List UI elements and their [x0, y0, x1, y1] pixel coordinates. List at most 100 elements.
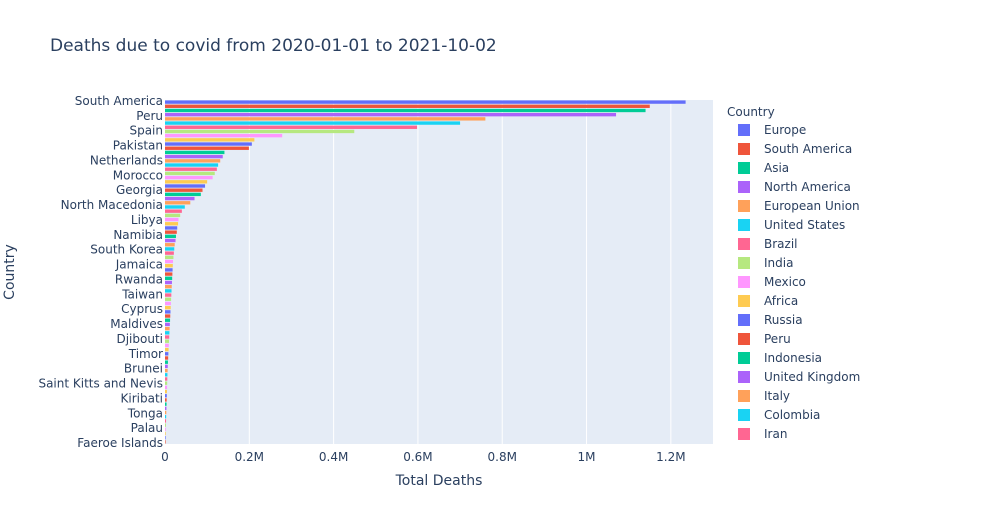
bar: [165, 138, 255, 142]
legend-label[interactable]: Indonesia: [764, 351, 822, 365]
legend-swatch[interactable]: [738, 276, 750, 288]
legend-label[interactable]: Italy: [764, 389, 790, 403]
bar: [165, 255, 174, 259]
bar: [165, 419, 167, 423]
legend-label[interactable]: Russia: [764, 313, 803, 327]
bar: [165, 108, 646, 113]
legend-label[interactable]: South America: [764, 142, 852, 156]
legend-swatch[interactable]: [738, 219, 750, 231]
legend-label[interactable]: North America: [764, 180, 851, 194]
y-tick-label: Netherlands: [90, 153, 163, 167]
bar: [165, 423, 166, 427]
bar: [165, 125, 418, 129]
y-tick-label: Libya: [131, 213, 163, 227]
legend-swatch[interactable]: [738, 124, 750, 136]
bar: [165, 289, 172, 293]
bar: [165, 436, 166, 440]
y-tick-label: Cyprus: [121, 302, 163, 316]
bar: [165, 238, 176, 243]
legend-label[interactable]: Mexico: [764, 275, 806, 289]
bar: [165, 159, 221, 163]
legend-label[interactable]: Colombia: [764, 408, 820, 422]
bar: [165, 205, 185, 209]
legend-swatch[interactable]: [738, 390, 750, 402]
legend-swatch[interactable]: [738, 428, 750, 440]
legend-swatch[interactable]: [738, 162, 750, 174]
bar: [165, 377, 168, 381]
bar: [165, 389, 167, 394]
bar: [165, 343, 169, 348]
bar: [165, 318, 171, 322]
x-tick-label: 1.2M: [656, 450, 685, 464]
y-tick-label: Rwanda: [115, 272, 163, 286]
legend-swatch[interactable]: [738, 238, 750, 250]
bar: [165, 247, 175, 251]
bar: [165, 285, 172, 289]
bar: [165, 293, 172, 297]
y-tick-label: Palau: [131, 421, 163, 435]
y-tick-label: Taiwan: [121, 287, 163, 301]
bar: [165, 192, 201, 197]
bar: [165, 431, 166, 436]
y-tick-label: Pakistan: [113, 139, 163, 153]
legend-label[interactable]: United States: [764, 218, 845, 232]
y-tick-label: Tonga: [127, 406, 163, 420]
bar: [165, 188, 203, 192]
legend-swatch[interactable]: [738, 257, 750, 269]
y-tick-label: South Korea: [90, 243, 163, 257]
legend: Country Europe South America Asia North Ame…: [727, 105, 860, 441]
bar: [165, 243, 175, 247]
legend-label[interactable]: Europe: [764, 123, 806, 137]
legend-swatch[interactable]: [738, 333, 750, 345]
y-tick-label: Georgia: [116, 183, 163, 197]
legend-label[interactable]: United Kingdom: [764, 370, 860, 384]
bar: [165, 347, 169, 352]
bar: [165, 364, 168, 369]
bar: [165, 427, 166, 431]
legend-label[interactable]: Africa: [764, 294, 798, 308]
bar: [165, 368, 168, 373]
x-tick-label: 0.6M: [403, 450, 432, 464]
bar: [165, 196, 195, 201]
legend-label[interactable]: Iran: [764, 427, 787, 441]
bar: [165, 234, 176, 239]
legend-label[interactable]: Peru: [764, 332, 791, 346]
x-tick-label: 0.4M: [319, 450, 348, 464]
legend-swatch[interactable]: [738, 295, 750, 307]
bar: [165, 180, 208, 184]
bar: [165, 163, 219, 167]
bar: [165, 335, 170, 339]
bar: [165, 322, 170, 327]
legend-label[interactable]: India: [764, 256, 793, 270]
bar: [165, 222, 179, 226]
bar: [165, 310, 171, 314]
legend-swatch[interactable]: [738, 352, 750, 364]
y-tick-label: Timor: [128, 347, 163, 361]
bar: [165, 301, 171, 306]
legend-label[interactable]: Asia: [764, 161, 789, 175]
x-axis-title: Total Deaths: [395, 473, 483, 489]
x-tick-label: 0.2M: [235, 450, 264, 464]
legend-swatch[interactable]: [738, 181, 750, 193]
x-axis-ticks: 0 0.2M 0.4M 0.6M 0.8M 1M 1.2M: [161, 450, 685, 464]
chart-title: Deaths due to covid from 2020-01-01 to 2…: [50, 36, 497, 56]
legend-swatch[interactable]: [738, 371, 750, 383]
legend-swatch[interactable]: [738, 409, 750, 421]
bar: [165, 154, 223, 159]
bar: [165, 297, 172, 301]
legend-swatch[interactable]: [738, 200, 750, 212]
legend-label[interactable]: European Union: [764, 199, 860, 213]
bar: [165, 272, 173, 276]
bar: [165, 230, 177, 234]
bar: [165, 264, 173, 268]
bar: [165, 133, 283, 138]
legend-swatch[interactable]: [738, 143, 750, 155]
bar: [165, 184, 206, 188]
bar: [165, 415, 167, 419]
y-tick-label: North Macedonia: [61, 198, 163, 212]
bar: [165, 150, 225, 155]
y-tick-label: Brunei: [124, 362, 163, 376]
legend-swatch[interactable]: [738, 314, 750, 326]
legend-label[interactable]: Brazil: [764, 237, 798, 251]
